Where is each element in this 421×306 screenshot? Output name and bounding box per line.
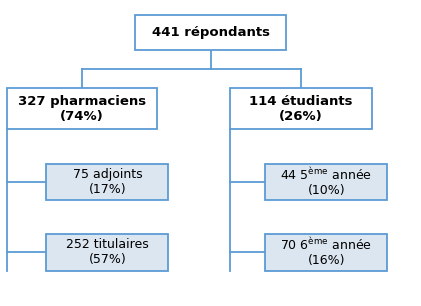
Text: 70 6$^{\mathregular{ème}}$ année: 70 6$^{\mathregular{ème}}$ année	[280, 236, 372, 253]
FancyBboxPatch shape	[265, 164, 387, 200]
FancyBboxPatch shape	[231, 88, 372, 129]
FancyBboxPatch shape	[265, 234, 387, 271]
FancyBboxPatch shape	[135, 14, 286, 50]
FancyBboxPatch shape	[8, 88, 157, 129]
Text: (10%): (10%)	[307, 184, 345, 197]
Text: (16%): (16%)	[307, 254, 345, 267]
Text: 114 étudiants
(26%): 114 étudiants (26%)	[249, 95, 353, 123]
FancyBboxPatch shape	[46, 164, 168, 200]
Text: 441 répondants: 441 répondants	[152, 26, 269, 39]
Text: 75 adjoints
(17%): 75 adjoints (17%)	[72, 168, 142, 196]
Text: 252 titulaires
(57%): 252 titulaires (57%)	[66, 238, 149, 267]
FancyBboxPatch shape	[46, 234, 168, 271]
Text: 327 pharmaciens
(74%): 327 pharmaciens (74%)	[18, 95, 146, 123]
Text: 44 5$^{\mathregular{ème}}$ année: 44 5$^{\mathregular{ème}}$ année	[280, 165, 372, 182]
